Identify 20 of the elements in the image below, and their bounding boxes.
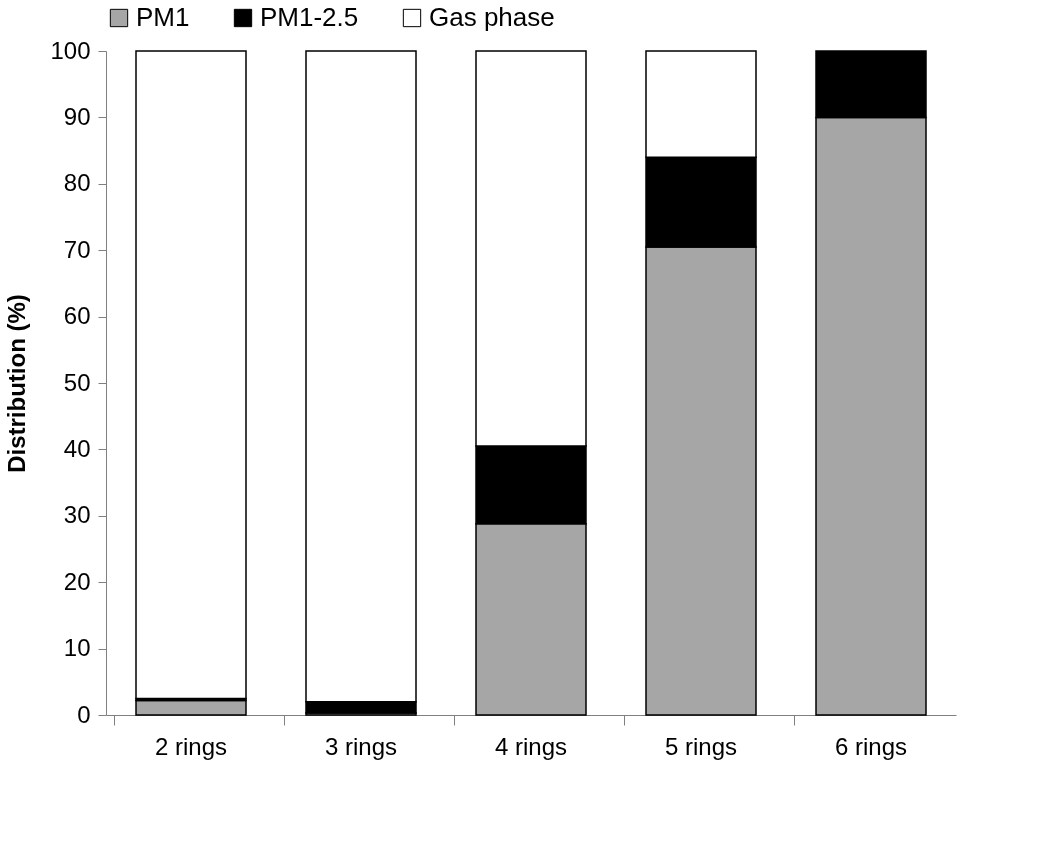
y-axis-title: Distribution (%)	[3, 294, 31, 473]
y-tick-label: 80	[63, 169, 91, 197]
legend-label: PM1	[136, 2, 190, 32]
y-tick-label: 60	[63, 302, 91, 330]
legend-label: PM1-2.5	[260, 2, 359, 32]
y-tick-label: 90	[63, 102, 91, 130]
y-tick-label: 100	[50, 36, 91, 64]
y-tick-label: 20	[63, 567, 91, 595]
y-tick-label: 10	[63, 634, 91, 662]
x-tick-label: 3 rings	[324, 732, 398, 760]
x-tick-label: 2 rings	[154, 732, 228, 760]
x-tick-label: 4 rings	[494, 732, 568, 760]
y-tick-label: 40	[63, 434, 91, 462]
x-tick-label: 6 rings	[834, 732, 908, 760]
y-tick-label: 70	[63, 235, 91, 263]
y-tick-label: 50	[63, 368, 91, 396]
legend-label: Gas phase	[429, 2, 555, 32]
y-tick-label: 30	[63, 501, 91, 529]
x-tick-label: 5 rings	[664, 732, 738, 760]
y-tick-label: 0	[77, 700, 91, 728]
